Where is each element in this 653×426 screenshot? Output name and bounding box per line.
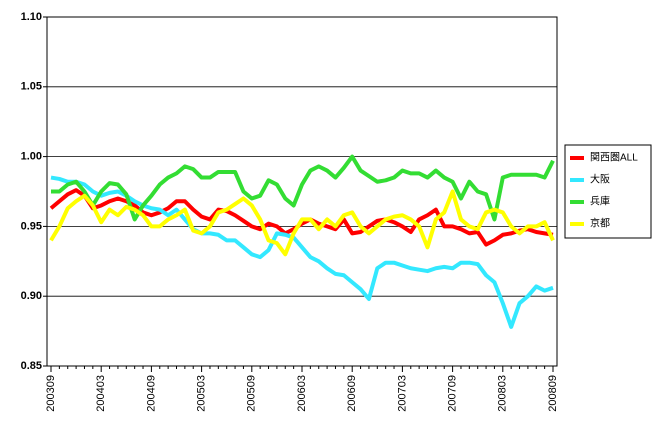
legend-label: 大阪 — [590, 173, 610, 186]
x-tick-label: 200509 — [246, 375, 258, 412]
series-line — [49, 189, 555, 257]
series-line — [51, 154, 555, 222]
y-tick-label: 0.85 — [21, 360, 42, 372]
y-tick-label: 0.95 — [21, 220, 42, 232]
y-tick-label: 1.10 — [21, 11, 42, 23]
legend-label: 兵庫 — [590, 195, 610, 208]
x-tick-label: 200809 — [547, 375, 559, 412]
series-line — [49, 188, 554, 247]
x-tick-label: 200309 — [45, 375, 57, 412]
x-tick-label: 200609 — [346, 375, 358, 412]
x-tick-label: 200503 — [196, 375, 208, 412]
series-line — [50, 175, 554, 329]
x-tick-label: 200603 — [296, 375, 308, 412]
legend-label: 関西圏ALL — [590, 152, 638, 164]
x-tick-label: 200403 — [95, 375, 107, 412]
y-tick-label: 1.00 — [21, 151, 42, 163]
x-tick-label: 200709 — [447, 375, 459, 412]
axes: 0.85 0.90 0.95 1.00 1.05 1.10 200309 200403 2004… — [21, 11, 639, 412]
x-tick-label: 200803 — [497, 375, 509, 412]
x-tick-label: 200409 — [145, 375, 157, 412]
y-tick-label: 1.05 — [21, 81, 42, 93]
legend-label: 京都 — [590, 217, 610, 230]
plot — [49, 154, 555, 329]
y-tick-label: 0.90 — [21, 290, 42, 302]
x-tick-label: 200703 — [396, 375, 408, 412]
